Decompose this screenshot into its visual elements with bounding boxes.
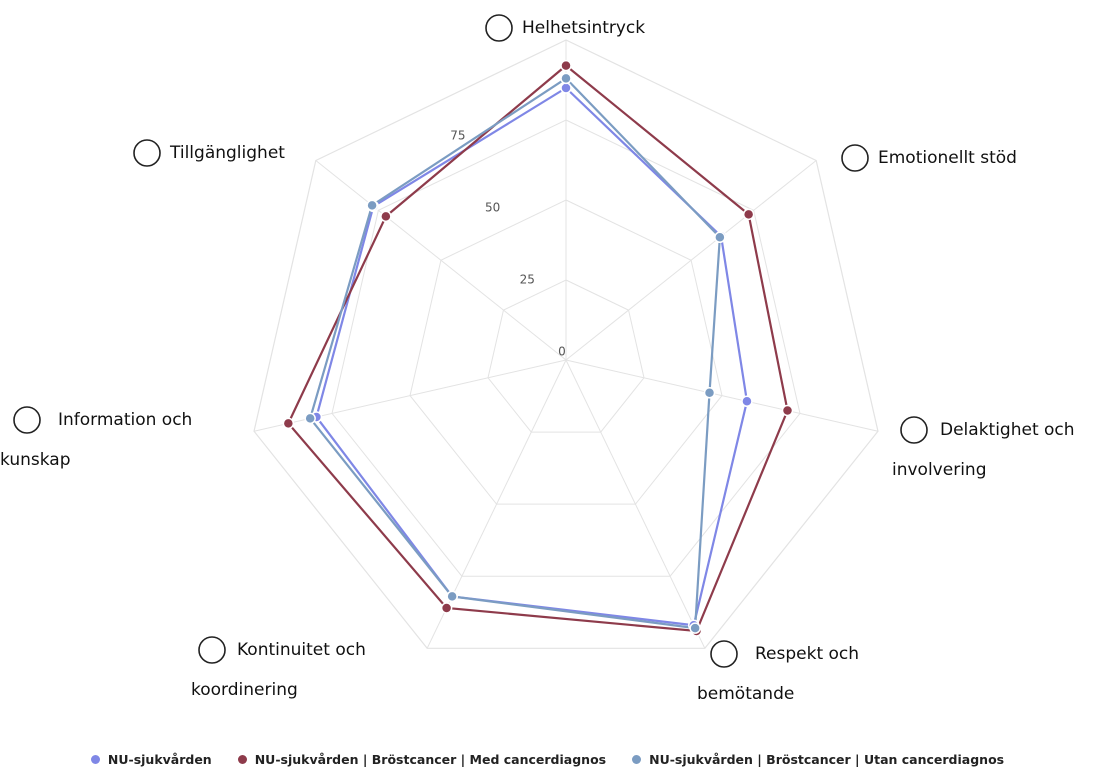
data-point <box>282 417 295 430</box>
outer-ring <box>253 39 879 649</box>
data-point <box>714 231 726 244</box>
axis-label: Information och kunskap <box>0 410 193 470</box>
legend-label: NU-sjukvården <box>107 752 212 767</box>
axis-label: Tillgänglighet <box>170 143 285 163</box>
data-point <box>742 208 755 221</box>
series-line <box>287 64 789 633</box>
data-point <box>380 210 392 223</box>
legend: NU-sjukvården NU-sjukvården | Bröstcancer… <box>0 752 1095 767</box>
data-point <box>560 59 572 72</box>
grid-ring <box>487 279 645 433</box>
axis-icon <box>133 139 161 167</box>
legend-label: NU-sjukvården | Bröstcancer | Utan cance… <box>649 752 1005 767</box>
legend-item: NU-sjukvården <box>90 752 212 767</box>
legend-item: NU-sjukvården | Bröstcancer | Utan cance… <box>632 752 1004 767</box>
legend-swatch <box>632 755 642 764</box>
axis-label: Kontinuitet och koordinering <box>191 640 366 700</box>
axis-icon <box>900 416 928 444</box>
data-point <box>560 82 572 94</box>
data-point <box>781 404 794 417</box>
legend-swatch <box>237 755 247 764</box>
axis-label: Emotionellt stöd <box>878 148 1017 168</box>
data-point <box>741 395 753 408</box>
series-line <box>315 86 749 627</box>
data-point <box>689 622 701 634</box>
axis-label: Delaktighet och involvering <box>892 420 1075 480</box>
axis-label: Respekt och bemötande <box>697 644 860 704</box>
y-tick-label: 0 <box>558 345 566 359</box>
axis-icon <box>198 636 226 664</box>
axis-icon <box>13 406 41 434</box>
data-point <box>560 72 572 85</box>
y-tick-label: 25 <box>520 272 535 286</box>
data-point <box>440 602 453 614</box>
grid-ring <box>331 119 801 577</box>
legend-label: NU-sjukvården | Bröstcancer | Med cancer… <box>254 752 607 767</box>
axis-icon <box>841 144 869 172</box>
legend-swatch <box>90 755 100 764</box>
axis-icon <box>485 14 513 42</box>
axis-label: Helhetsintryck <box>522 18 646 38</box>
series-line <box>308 76 721 630</box>
data-point <box>304 412 316 425</box>
data-point <box>366 199 378 212</box>
y-tick-label: 50 <box>485 200 500 214</box>
grid-ring <box>409 199 723 505</box>
y-tick-label: 75 <box>450 128 465 142</box>
legend-item: NU-sjukvården | Bröstcancer | Med cancer… <box>237 752 607 767</box>
axis-icon <box>710 640 738 668</box>
data-point <box>446 590 458 603</box>
data-point <box>703 387 716 399</box>
